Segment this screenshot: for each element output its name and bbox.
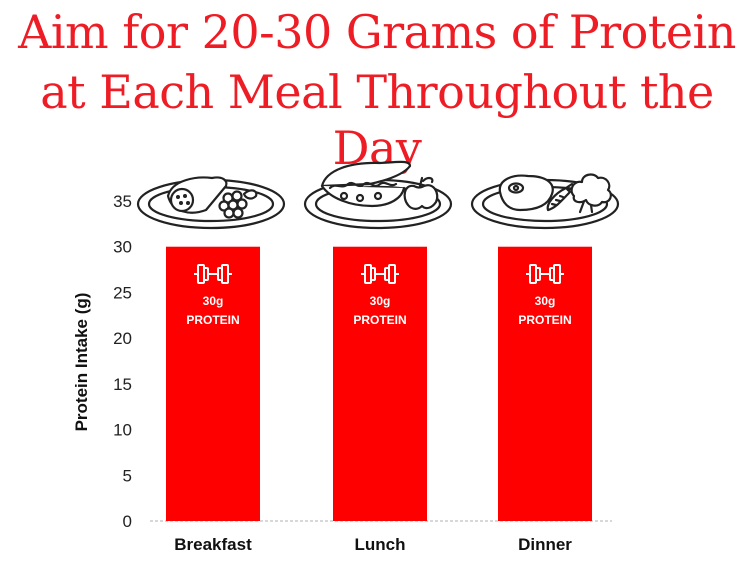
y-tick-label: 25 [113, 283, 132, 302]
y-axis-ticks: 0 5 10 15 20 25 30 35 [113, 192, 132, 531]
plate-burrito-grapes-icon [136, 176, 286, 230]
y-tick-label: 15 [113, 375, 132, 394]
bars: 30g PROTEIN 30g PROTEIN 30g PROTEIN [166, 246, 592, 521]
dumbbell-icon [194, 264, 232, 284]
dumbbell-icon [526, 264, 564, 284]
y-tick-label: 5 [123, 466, 132, 485]
y-tick-label: 35 [113, 192, 132, 211]
bar-lunch [333, 246, 427, 521]
y-tick-label: 20 [113, 329, 132, 348]
bar-label-unit: PROTEIN [518, 313, 571, 327]
bar-breakfast [166, 246, 260, 521]
plate-sandwich-apple-icon [303, 160, 453, 230]
dumbbell-icon [361, 264, 399, 284]
bar-label-unit: PROTEIN [186, 313, 239, 327]
x-category-label: Lunch [355, 535, 406, 554]
y-axis-label: Protein Intake (g) [72, 293, 91, 432]
y-tick-label: 0 [123, 512, 132, 531]
bar-label-amount: 30g [203, 294, 224, 308]
title-line-1: Aim for 20-30 Grams of Protein [18, 5, 736, 59]
bar-label-amount: 30g [370, 294, 391, 308]
bar-dinner [498, 246, 592, 521]
y-tick-label: 10 [113, 421, 132, 440]
title-line-2: at Each Meal Throughout the Day [40, 65, 714, 175]
bar-label-amount: 30g [535, 294, 556, 308]
plate-steak-carrot-broccoli-icon [470, 173, 620, 230]
x-axis-categories: Breakfast Lunch Dinner [174, 535, 572, 554]
x-category-label: Dinner [518, 535, 572, 554]
x-category-label: Breakfast [174, 535, 252, 554]
y-tick-label: 30 [113, 238, 132, 257]
bar-label-unit: PROTEIN [353, 313, 406, 327]
